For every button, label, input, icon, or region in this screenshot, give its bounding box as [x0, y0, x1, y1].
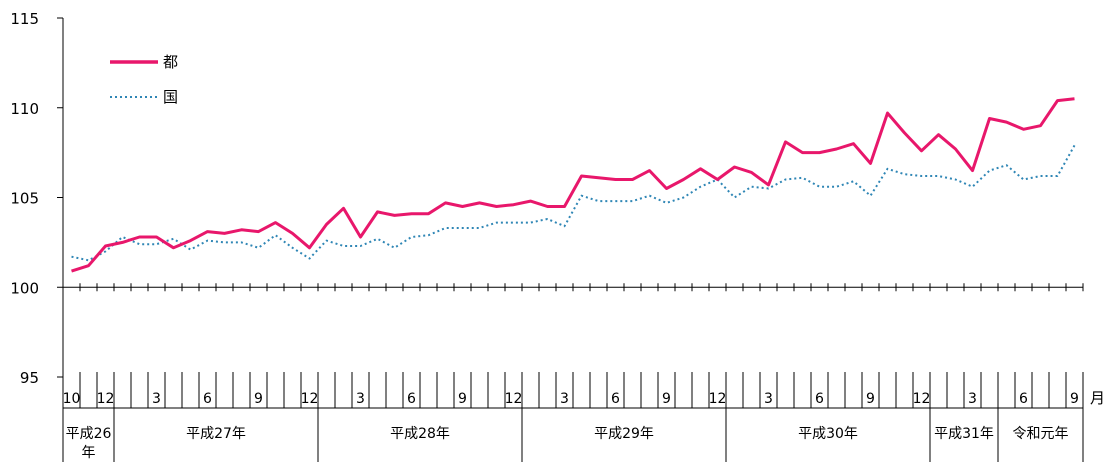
era-label: 平成26	[66, 426, 112, 442]
era-label: 令和元年	[1013, 426, 1069, 442]
month-label: 12	[505, 391, 523, 407]
axes: 95 100 105 110 115	[10, 10, 1084, 462]
month-label: 9	[662, 391, 671, 407]
y-tick-label: 115	[10, 10, 39, 28]
month-label: 6	[611, 391, 620, 407]
series-line-national	[71, 144, 1076, 262]
month-label: 6	[407, 391, 416, 407]
era-label: 平成29年	[594, 426, 654, 442]
y-tick-label: 110	[10, 100, 39, 118]
month-label: 12	[97, 391, 115, 407]
month-label: 9	[458, 391, 467, 407]
month-label: 12	[301, 391, 319, 407]
month-label: 6	[815, 391, 824, 407]
era-label: 平成30年	[798, 426, 858, 442]
month-label: 10	[63, 391, 81, 407]
month-label: 9	[1070, 391, 1079, 407]
month-label: 6	[203, 391, 212, 407]
y-tick-label: 100	[10, 279, 39, 297]
month-label: 12	[913, 391, 931, 407]
era-label-year: 年	[82, 445, 96, 461]
month-label: 3	[152, 391, 161, 407]
month-label: 6	[1019, 391, 1028, 407]
legend-label-tokyo: 都	[163, 53, 178, 71]
y-tick-label: 105	[10, 190, 39, 208]
month-label: 3	[764, 391, 773, 407]
x-unit-label: 月	[1090, 389, 1105, 407]
month-label: 3	[560, 391, 569, 407]
era-label: 平成28年	[390, 426, 450, 442]
era-label: 平成27年	[186, 426, 246, 442]
month-label: 12	[709, 391, 727, 407]
y-tick-label: 95	[20, 369, 39, 387]
month-label: 3	[968, 391, 977, 407]
legend-label-national: 国	[163, 88, 178, 106]
legend: 都 国	[110, 53, 178, 106]
month-label: 9	[866, 391, 875, 407]
month-label: 9	[254, 391, 263, 407]
series-line-tokyo	[71, 97, 1075, 273]
month-label: 3	[356, 391, 365, 407]
era-label: 平成31年	[934, 426, 994, 442]
series-lines	[71, 97, 1076, 273]
